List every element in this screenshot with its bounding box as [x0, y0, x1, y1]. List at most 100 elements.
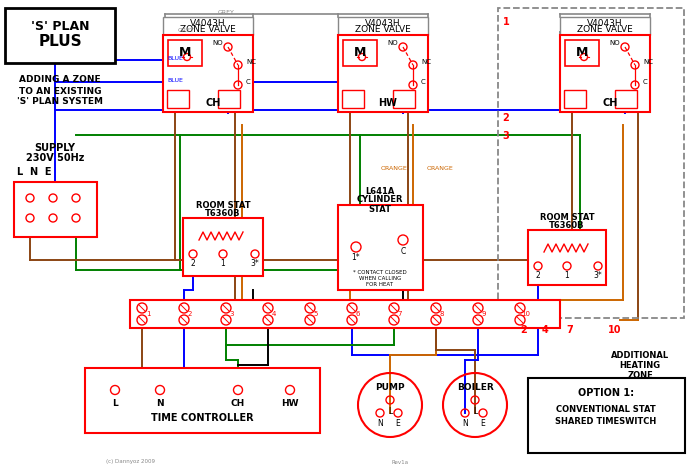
Text: CH: CH [602, 98, 618, 108]
Text: 230V 50Hz: 230V 50Hz [26, 153, 84, 163]
Text: M: M [354, 46, 366, 59]
Text: CONVENTIONAL STAT: CONVENTIONAL STAT [556, 405, 656, 415]
Text: 6: 6 [356, 311, 360, 317]
Text: C: C [246, 79, 250, 85]
Text: ORANGE: ORANGE [426, 166, 453, 170]
Text: SUPPLY: SUPPLY [34, 143, 75, 153]
Text: N: N [462, 419, 468, 429]
Bar [168, 40, 202, 66]
Text: GREY: GREY [218, 9, 235, 15]
Text: 2: 2 [535, 271, 540, 280]
Text: BLUE: BLUE [167, 56, 183, 60]
Bar [564, 90, 586, 108]
Text: Rev1a: Rev1a [391, 460, 408, 465]
Text: 4: 4 [542, 325, 549, 335]
Text: ZONE VALVE: ZONE VALVE [355, 25, 411, 35]
Text: 7: 7 [397, 311, 402, 317]
Bar [338, 35, 428, 112]
Text: STAT: STAT [368, 205, 391, 213]
Text: 1: 1 [221, 259, 226, 269]
Text: M: M [179, 46, 191, 59]
Text: 'S' PLAN SYSTEM: 'S' PLAN SYSTEM [17, 97, 103, 107]
Text: 1*: 1* [352, 254, 360, 263]
Text: 3*: 3* [593, 271, 602, 280]
Bar [167, 90, 189, 108]
Text: T6360B: T6360B [205, 209, 241, 218]
Bar [528, 378, 685, 453]
Bar [393, 90, 415, 108]
Bar [615, 90, 637, 108]
Text: CH: CH [231, 398, 245, 408]
Text: E: E [481, 419, 485, 429]
Text: L: L [388, 407, 392, 416]
Text: TIME CONTROLLER: TIME CONTROLLER [150, 413, 253, 423]
Text: N: N [156, 398, 164, 408]
Bar [560, 17, 650, 35]
Text: 1: 1 [146, 311, 150, 317]
Text: 2: 2 [502, 113, 509, 123]
Bar [342, 90, 364, 108]
Text: NC: NC [421, 59, 431, 65]
Text: HW: HW [282, 398, 299, 408]
Bar [130, 300, 560, 328]
Text: 10: 10 [609, 325, 622, 335]
Text: ZONE VALVE: ZONE VALVE [180, 25, 236, 35]
Text: 2: 2 [188, 311, 193, 317]
Text: L: L [112, 398, 118, 408]
Bar [183, 218, 263, 276]
Text: N: N [377, 419, 383, 429]
Text: NC: NC [246, 59, 256, 65]
Bar [338, 205, 423, 290]
Text: 3*: 3* [250, 259, 259, 269]
Text: NO: NO [610, 40, 620, 46]
Text: 2: 2 [190, 259, 195, 269]
Text: 10: 10 [522, 311, 531, 317]
Text: ORANGE: ORANGE [381, 166, 407, 170]
Text: ADDITIONAL: ADDITIONAL [611, 351, 669, 359]
Text: * CONTACT CLOSED: * CONTACT CLOSED [353, 271, 407, 276]
Text: C: C [421, 79, 426, 85]
Text: ROOM STAT: ROOM STAT [196, 200, 250, 210]
Text: HW: HW [379, 98, 397, 108]
Text: 4: 4 [272, 311, 276, 317]
Text: PLUS: PLUS [38, 35, 82, 50]
Text: L641A: L641A [365, 188, 395, 197]
Bar [85, 368, 320, 433]
Text: 5: 5 [314, 311, 318, 317]
Text: E: E [395, 419, 400, 429]
Bar [5, 8, 115, 63]
Text: TO AN EXISTING: TO AN EXISTING [19, 87, 101, 95]
Text: PUMP: PUMP [375, 382, 405, 392]
Text: T6360B: T6360B [549, 220, 584, 229]
Bar [163, 35, 253, 112]
Text: NO: NO [213, 40, 224, 46]
Bar [163, 17, 253, 35]
Text: L: L [473, 407, 477, 416]
Text: V4043H: V4043H [365, 19, 401, 28]
Text: NC: NC [643, 59, 653, 65]
Text: CYLINDER: CYLINDER [357, 196, 403, 205]
Bar [14, 182, 97, 237]
Text: ZONE VALVE: ZONE VALVE [577, 25, 633, 35]
Text: BLUE: BLUE [167, 78, 183, 82]
Text: BOILER: BOILER [457, 382, 493, 392]
Bar [560, 35, 650, 112]
Text: CH: CH [206, 98, 221, 108]
Text: GREY: GREY [178, 28, 195, 32]
Text: SHARED TIMESWITCH: SHARED TIMESWITCH [555, 417, 657, 426]
Text: V4043H: V4043H [587, 19, 623, 28]
Text: 3: 3 [502, 131, 509, 141]
Text: M: M [576, 46, 588, 59]
Text: 7: 7 [566, 325, 573, 335]
Text: 2: 2 [521, 325, 527, 335]
Text: 1: 1 [564, 271, 569, 280]
Text: 'S' PLAN: 'S' PLAN [31, 21, 89, 34]
Text: OPTION 1:: OPTION 1: [578, 388, 634, 398]
Text: 8: 8 [440, 311, 444, 317]
Text: V4043H: V4043H [190, 19, 226, 28]
Text: FOR HEAT: FOR HEAT [366, 283, 393, 287]
Bar [565, 40, 599, 66]
Text: L  N  E: L N E [17, 167, 51, 177]
Text: HEATING: HEATING [620, 360, 660, 370]
Bar [343, 40, 377, 66]
